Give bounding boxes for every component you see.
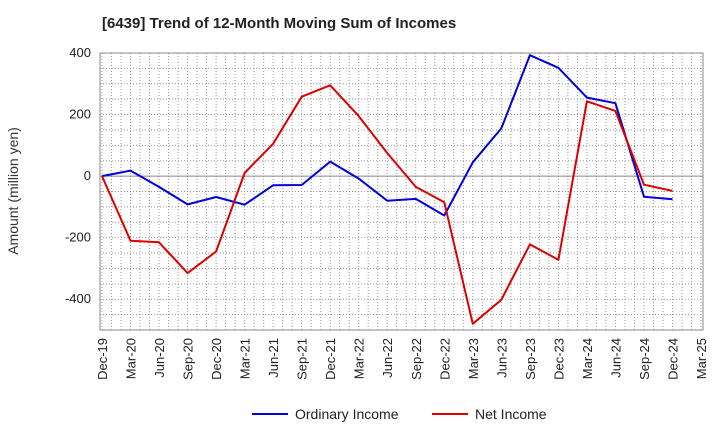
y-tick-label: -200 [65, 230, 91, 245]
x-tick-label: Sep-20 [181, 338, 196, 380]
x-tick-label: Dec-22 [437, 338, 452, 380]
y-axis-label: Amount (million yen) [5, 127, 21, 255]
x-tick-label: Mar-23 [466, 338, 481, 379]
x-tick-label: Mar-21 [238, 338, 253, 379]
legend-label-net-income: Net Income [475, 406, 547, 422]
x-tick-label: Dec-20 [209, 338, 224, 380]
chart-title: [6439] Trend of 12-Month Moving Sum of I… [102, 15, 457, 32]
legend: Ordinary Income Net Income [252, 406, 547, 422]
plot-frame [99, 52, 704, 331]
y-tick-label: 400 [69, 45, 91, 60]
x-axis: Dec-19 Mar-20 Jun-20 Sep-20 Dec-20 Mar-21 Jun-… [95, 338, 709, 380]
x-tick-label: Sep-21 [295, 338, 310, 380]
x-tick-label: Sep-23 [523, 338, 538, 380]
y-tick-label: 200 [69, 107, 91, 122]
x-tick-label: Mar-22 [352, 338, 367, 379]
x-tick-label: Jun-20 [152, 338, 167, 378]
x-tick-label: Sep-22 [409, 338, 424, 380]
y-tick-label: 0 [84, 168, 91, 183]
x-tick-label: Jun-21 [266, 338, 281, 378]
series-line-ordinary-income [101, 54, 673, 217]
x-tick-label: Dec-19 [95, 338, 110, 380]
y-tick-label: -400 [65, 291, 91, 306]
x-tick-label: Jun-24 [608, 338, 623, 378]
x-tick-label: Dec-24 [665, 338, 680, 380]
x-tick-label: Sep-24 [637, 338, 652, 380]
grid [100, 52, 703, 331]
x-tick-label: Dec-23 [551, 338, 566, 380]
series [101, 54, 673, 325]
x-tick-label: Jun-22 [380, 338, 395, 378]
x-tick-label: Mar-20 [124, 338, 139, 379]
x-tick-label: Mar-24 [580, 338, 595, 379]
x-tick-label: Jun-23 [494, 338, 509, 378]
series-line-net-income [101, 84, 673, 325]
y-axis: 400 200 0 -200 -400 [65, 45, 91, 306]
x-tick-label: Mar-25 [694, 338, 709, 379]
x-tick-label: Dec-21 [323, 338, 338, 380]
legend-label-ordinary-income: Ordinary Income [295, 406, 399, 422]
